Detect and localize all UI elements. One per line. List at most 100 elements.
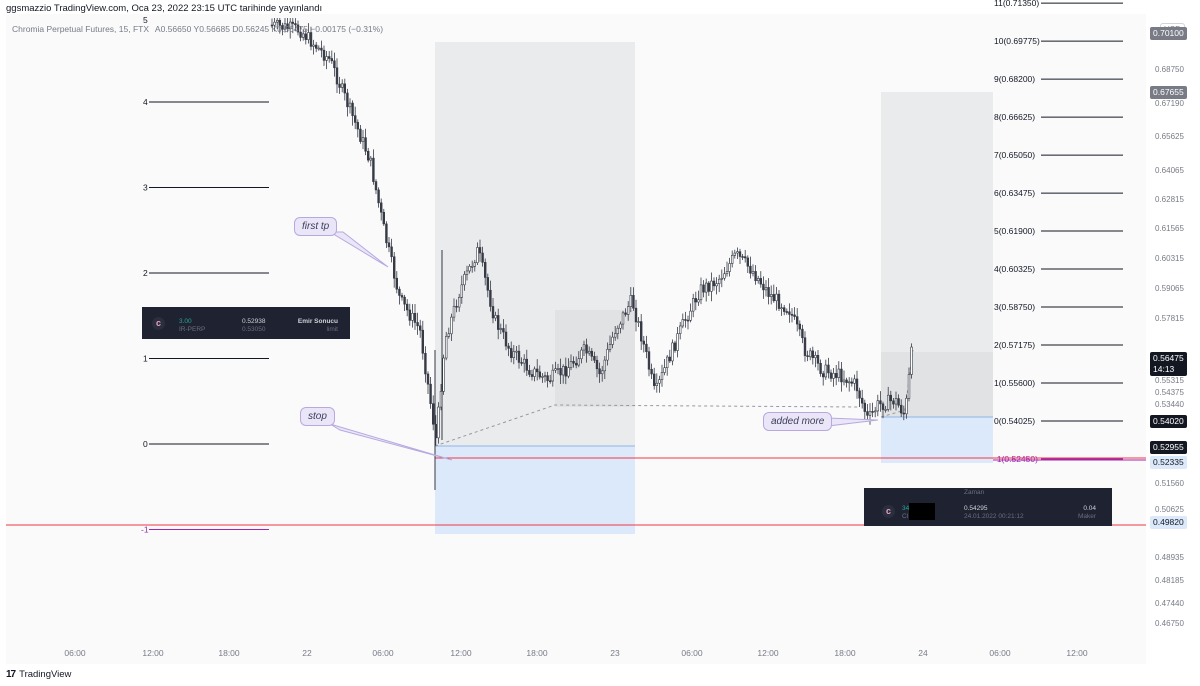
price-axis-tag[interactable]: 0.52955 [1150,440,1187,454]
candle-body [330,58,333,62]
price-axis-tick: 0.54375 [1155,388,1184,397]
candle-body [619,323,622,329]
candle-body [884,409,887,411]
candle-body [372,157,375,182]
candle-body [574,362,578,366]
left-fib-level-label: 4 [143,97,148,107]
candle-body [751,271,755,274]
time-axis-label: 18:00 [834,648,856,658]
time-axis-label: 24 [918,648,928,658]
candle-body [418,325,422,331]
candle-body [624,312,627,315]
candle-body [437,406,440,439]
candle-body [842,379,846,383]
callout-added-more[interactable]: added more [763,412,833,431]
candle-body [827,364,830,374]
candle-body [569,361,573,368]
candle-body [821,373,825,378]
time-axis-label: 22 [302,648,312,658]
candle-body [699,284,703,301]
candle-body [374,181,378,191]
candle-body [486,277,489,291]
price-axis-tag[interactable]: 0.49820 [1150,516,1187,530]
candle-body [538,371,542,378]
candle-body [613,333,617,338]
price-axis-tag[interactable]: 0.54020 [1150,415,1187,429]
price-axis-tag[interactable]: 0.70100 [1150,27,1187,41]
price-axis-tag[interactable]: 0.67655 [1150,86,1187,100]
candle-body [876,400,880,412]
candle-body [673,342,677,351]
candle-body [559,368,562,376]
price-axis-tag[interactable]: 0.56475 14:13 [1150,351,1187,376]
candle-body [585,344,588,354]
candle-body [424,352,427,375]
candle-body [327,56,331,59]
candle-body [348,102,352,108]
candle-body [301,33,305,38]
candle-body [478,247,482,254]
candle-body [634,307,638,323]
candle-body [811,350,815,359]
candle-body [595,359,599,370]
symbol-legend[interactable]: Chromia Perpetual Futures, 15, FTX A0.56… [12,24,387,34]
candle-body [463,274,466,286]
candle-body [504,331,508,347]
left-fib-level-label: 0 [143,439,148,449]
candle-body [749,265,752,274]
candle-body [736,251,739,254]
footer: 17 TradingView [6,669,71,680]
candle-body [905,397,908,415]
candle-body [868,411,872,416]
overlay-left-title: Emir Sonucu [297,318,338,325]
candle-body [803,337,807,356]
price-axis-tag-value: 0.70100 [1153,28,1184,39]
right-fib-level-label: 3(0.58750) [994,302,1035,312]
candle-body [447,333,450,337]
candle-body [879,400,882,405]
candle-body [730,255,734,264]
candle-body [647,351,651,370]
candle-body [689,310,692,321]
candle-body [897,398,900,406]
price-axis-tag[interactable]: 0.52335 [1150,455,1187,469]
candle-body [639,321,643,342]
callout-stop[interactable]: stop [300,407,335,426]
candle-body [307,32,310,40]
time-axis-label: 12:00 [450,648,472,658]
candle-body [273,21,276,26]
time-axis-label: 18:00 [218,648,240,658]
candle-body [775,293,778,302]
symbol-name[interactable]: Chromia Perpetual Futures, 15, FTX [12,24,150,34]
candle-body [645,343,648,352]
candle-body [712,280,716,287]
candle-body [452,305,456,318]
candle-body [572,361,575,364]
candle-body [702,284,705,293]
callout-first-tp[interactable]: first tp [294,217,338,236]
candle-body [847,381,851,384]
time-axis-label: 06:00 [64,648,86,658]
candle-body [338,83,341,88]
candle-body [902,412,906,415]
candle-body [829,372,833,379]
time-axis[interactable] [6,645,1146,664]
price-axis-tag-value: 0.52335 [1153,456,1184,467]
candle-body [379,202,383,213]
candle-body [395,277,398,290]
candle-body [426,373,430,385]
candle-body [600,370,604,375]
candle-body [312,44,315,47]
candle-body [356,122,359,130]
right-fib-level-label: 6(0.63475) [994,188,1035,198]
candle-body [886,394,890,410]
candle-body [717,278,721,284]
candle-body [325,56,328,61]
price-axis[interactable] [1146,14,1200,664]
candle-body [309,32,313,47]
candle-body [288,21,292,30]
candle-body [663,367,666,373]
candle-body [296,24,300,33]
candle-body [590,350,594,357]
profit-fill-2 [881,352,993,417]
